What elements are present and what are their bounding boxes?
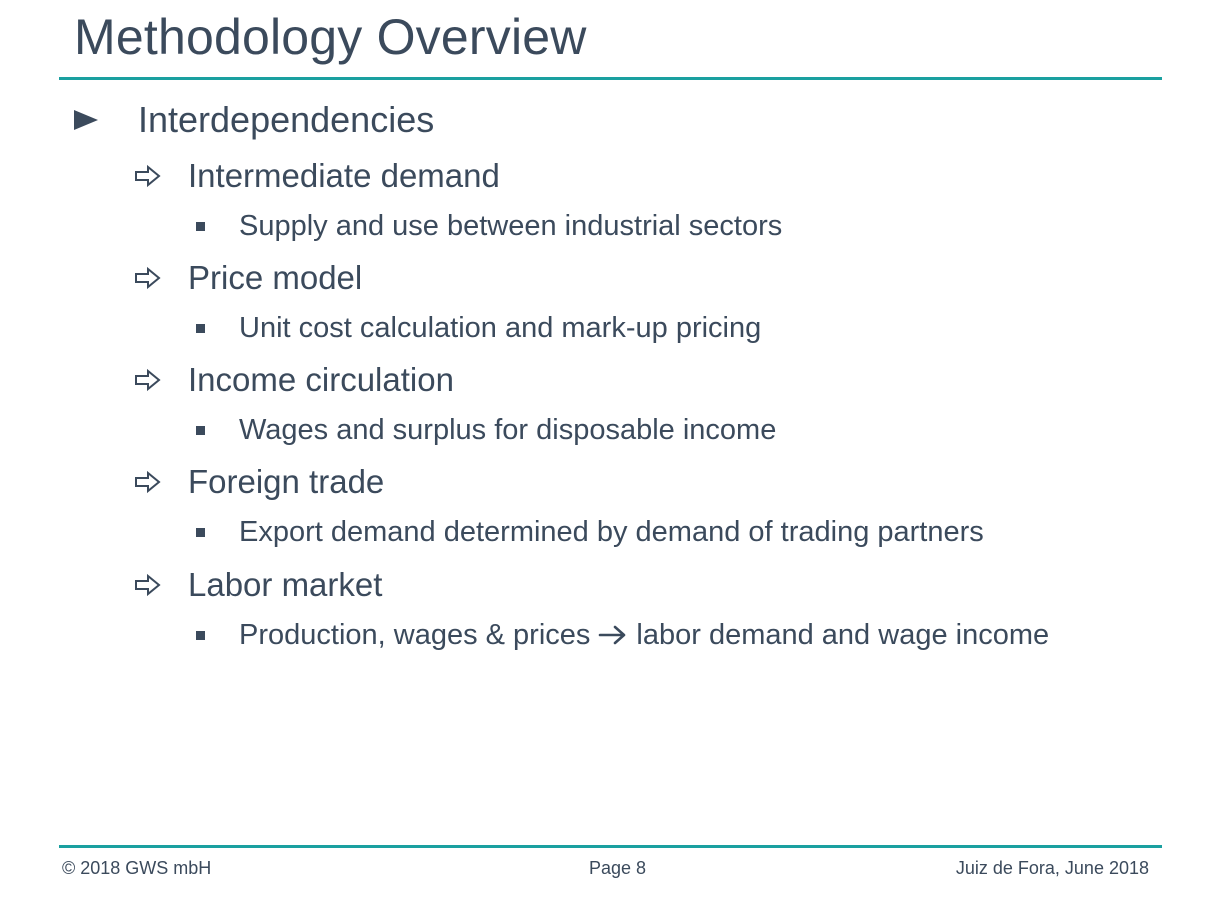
square-bullet-icon [196, 425, 205, 435]
square-bullet-icon [196, 630, 205, 640]
list-item-label: Intermediate demand [188, 157, 500, 194]
sub-item-text-before: Production, wages & prices [239, 618, 591, 651]
list-item-label: Labor market [188, 566, 383, 603]
list-item-label: Income circulation [188, 361, 454, 398]
slide-title: Methodology Overview [74, 9, 587, 65]
list-item-labor-market: Labor market [134, 565, 382, 605]
footer-copyright: © 2018 GWS mbH [62, 858, 212, 878]
list-item-label: Foreign trade [188, 463, 385, 500]
outline-arrow-right-icon [135, 470, 161, 494]
list-item-intermediate-demand: Intermediate demand [134, 156, 500, 196]
triangle-right-icon [74, 110, 98, 130]
outline-arrow-right-icon [135, 368, 161, 392]
footer-divider [59, 845, 1162, 848]
list-item-label: Price model [188, 259, 363, 296]
sub-item-price-model: Unit cost calculation and mark-up pricin… [196, 310, 761, 346]
sub-item-text: Unit cost calculation and mark-up pricin… [239, 311, 762, 344]
heading-bullet: Interdependencies [74, 98, 434, 142]
list-item-income-circulation: Income circulation [134, 360, 454, 400]
sub-item-income-circulation: Wages and surplus for disposable income [196, 412, 776, 448]
list-item-price-model: Price model [134, 258, 362, 298]
arrow-right-icon [599, 625, 626, 645]
sub-item-text: Export demand determined by demand of tr… [239, 515, 984, 548]
square-bullet-icon [196, 323, 205, 333]
sub-item-text-after: labor demand and wage income [636, 618, 1050, 651]
sub-item-text: Wages and surplus for disposable income [239, 413, 777, 446]
title-divider [59, 77, 1162, 80]
footer-page-number: Page 8 [589, 858, 647, 878]
outline-arrow-right-icon [135, 266, 161, 290]
sub-item-labor-market: Production, wages & prices labor demand … [196, 617, 1049, 653]
footer-place-date: Juiz de Fora, June 2018 [955, 858, 1149, 878]
heading-text: Interdependencies [138, 99, 435, 140]
square-bullet-icon [196, 221, 205, 231]
square-bullet-icon [196, 527, 205, 537]
list-item-foreign-trade: Foreign trade [134, 462, 384, 502]
sub-item-intermediate-demand: Supply and use between industrial sector… [196, 208, 782, 244]
outline-arrow-right-icon [135, 573, 161, 597]
sub-item-foreign-trade: Export demand determined by demand of tr… [196, 514, 984, 550]
outline-arrow-right-icon [135, 164, 161, 188]
sub-item-text: Supply and use between industrial sector… [239, 209, 783, 242]
